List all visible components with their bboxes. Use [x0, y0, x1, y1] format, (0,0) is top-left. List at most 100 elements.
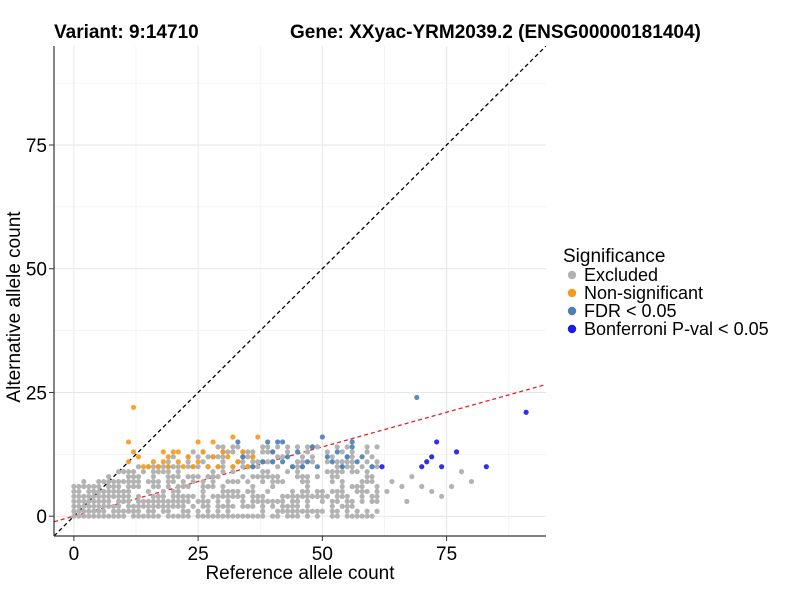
point-excluded: [220, 469, 226, 475]
reference-line-identity: [54, 46, 546, 536]
point-excluded: [359, 464, 365, 470]
point-excluded: [364, 488, 370, 495]
point-excluded: [175, 469, 181, 475]
point-excluded: [270, 483, 276, 490]
point-non-significant: [175, 459, 181, 465]
point-non-significant: [170, 449, 176, 455]
point-excluded: [140, 498, 147, 504]
point-excluded: [299, 493, 306, 500]
point-excluded: [260, 503, 266, 509]
point-excluded: [334, 508, 340, 514]
point-excluded: [275, 508, 281, 514]
point-excluded: [339, 503, 345, 509]
point-excluded: [155, 498, 161, 504]
point-excluded: [220, 459, 226, 465]
point-excluded: [135, 513, 142, 519]
point-excluded: [374, 498, 380, 504]
point-excluded: [96, 513, 102, 519]
point-non-significant: [210, 454, 216, 460]
point-non-significant: [165, 454, 171, 460]
point-excluded: [294, 493, 301, 500]
point-excluded: [458, 469, 465, 475]
point-excluded: [448, 483, 455, 490]
point-excluded: [215, 498, 221, 504]
point-excluded: [299, 488, 306, 495]
point-excluded: [349, 503, 355, 509]
point-excluded: [210, 513, 216, 519]
point-non-significant: [190, 464, 196, 470]
point-excluded: [284, 444, 291, 450]
point-excluded: [91, 503, 97, 509]
point-excluded: [175, 498, 181, 504]
point-excluded: [265, 498, 271, 504]
point-excluded: [339, 493, 345, 500]
point-excluded: [324, 493, 330, 500]
point-excluded: [329, 469, 335, 475]
point-excluded: [334, 469, 340, 475]
point-non-significant: [215, 464, 221, 470]
point-excluded: [304, 493, 311, 500]
point-excluded: [354, 508, 360, 514]
point-excluded: [160, 464, 166, 470]
point-excluded: [364, 513, 370, 519]
point-excluded: [349, 469, 355, 475]
point-excluded: [165, 513, 171, 519]
point-excluded: [101, 488, 107, 495]
point-excluded: [96, 478, 102, 485]
data-points: [71, 394, 529, 519]
point-excluded: [150, 498, 156, 504]
point-non-significant: [150, 459, 156, 465]
point-fdr-0-05: [299, 464, 306, 470]
point-excluded: [155, 483, 161, 490]
point-excluded: [170, 474, 176, 480]
point-excluded: [116, 503, 122, 509]
point-excluded: [130, 513, 137, 519]
point-excluded: [349, 459, 355, 465]
point-non-significant: [160, 459, 166, 465]
point-excluded: [329, 474, 335, 480]
point-excluded: [170, 493, 176, 500]
point-fdr-0-05: [309, 444, 316, 450]
point-excluded: [170, 503, 176, 509]
point-excluded: [150, 464, 156, 470]
y-tick-label: 25: [26, 383, 47, 404]
point-excluded: [344, 444, 350, 450]
point-excluded: [71, 508, 77, 514]
point-excluded: [245, 454, 251, 460]
point-excluded: [91, 513, 97, 519]
point-excluded: [116, 508, 122, 514]
point-excluded: [339, 469, 345, 475]
point-excluded: [200, 478, 206, 485]
point-excluded: [284, 469, 291, 475]
point-excluded: [329, 498, 335, 504]
point-non-significant: [250, 454, 256, 460]
point-excluded: [220, 488, 226, 495]
point-excluded: [369, 474, 375, 480]
point-excluded: [374, 464, 380, 470]
point-excluded: [125, 474, 132, 480]
point-excluded: [240, 498, 246, 504]
point-excluded: [334, 459, 340, 465]
point-excluded: [130, 483, 137, 490]
point-excluded: [145, 498, 152, 504]
legend-title: Significance: [563, 246, 665, 267]
point-non-significant: [230, 464, 236, 470]
point-excluded: [294, 464, 301, 470]
point-non-significant: [235, 459, 241, 465]
point-excluded: [334, 444, 340, 450]
point-excluded: [81, 493, 87, 500]
point-excluded: [354, 469, 360, 475]
x-tick-label: 50: [312, 544, 333, 565]
point-excluded: [135, 464, 142, 470]
point-excluded: [71, 503, 77, 509]
point-excluded: [364, 474, 370, 480]
point-fdr-0-05: [275, 439, 281, 445]
point-excluded: [314, 444, 320, 450]
point-excluded: [220, 493, 226, 500]
point-excluded: [339, 483, 345, 490]
point-excluded: [165, 459, 171, 465]
point-excluded: [289, 498, 296, 504]
point-excluded: [165, 469, 171, 475]
point-excluded: [125, 498, 132, 504]
point-excluded: [354, 513, 360, 519]
